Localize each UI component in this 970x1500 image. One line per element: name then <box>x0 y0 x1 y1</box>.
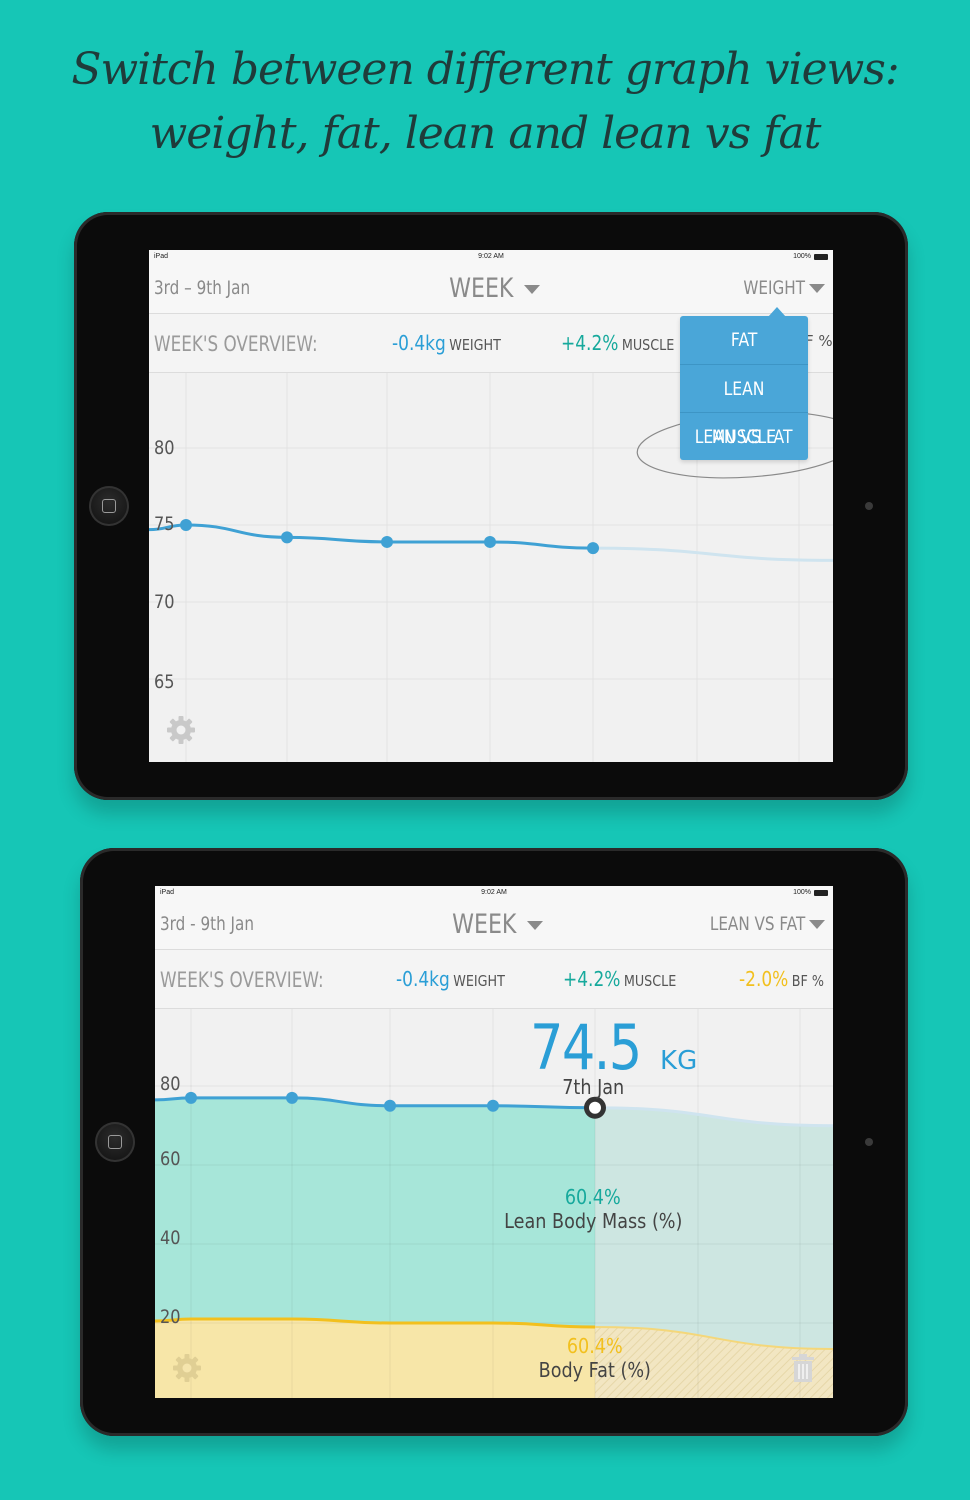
top-bar: 3rd – 9th Jan WEEK WEIGHT <box>149 264 833 314</box>
weight-data-point <box>180 519 192 531</box>
fat-area <box>155 1319 595 1398</box>
chevron-down-icon <box>524 285 541 294</box>
overview-bf-partial: F % <box>805 332 833 350</box>
overview-weight: -0.4kg WEIGHT <box>396 967 505 991</box>
battery-icon <box>814 890 828 896</box>
period-label: WEEK <box>448 273 514 304</box>
dropdown-item-lean-vs-fat[interactable]: LEAN VS FAT <box>680 412 808 460</box>
selected-weight-unit: KG <box>660 1046 698 1076</box>
y-tick-label: 75 <box>154 513 175 535</box>
camera-dot <box>865 1138 873 1146</box>
y-tick-label: 65 <box>154 671 175 693</box>
chevron-down-icon <box>527 921 544 930</box>
selected-data-point-inner <box>589 1101 601 1114</box>
lean-data-point <box>487 1099 499 1112</box>
status-bar: iPad 9:02 AM 100% <box>149 250 833 264</box>
y-tick-label: 70 <box>154 591 175 613</box>
app-screen: iPad 9:02 AM 100% 3rd - 9th Jan WEEK LEA… <box>155 886 833 1398</box>
selected-value-readout: 74.5 KG <box>530 1011 697 1084</box>
view-label: WEIGHT <box>743 277 805 299</box>
home-button[interactable] <box>89 486 129 526</box>
trash-icon[interactable] <box>792 1354 814 1382</box>
weight-data-point <box>587 542 599 555</box>
home-button[interactable] <box>95 1122 135 1162</box>
lean-projection-line <box>594 1106 833 1128</box>
period-selector[interactable]: WEEK <box>155 909 833 940</box>
battery-percent: 100% <box>793 889 811 896</box>
view-label: LEAN VS FAT <box>709 913 805 935</box>
top-bar: 3rd - 9th Jan WEEK LEAN VS FAT <box>155 900 833 950</box>
period-selector[interactable]: WEEK <box>149 273 833 304</box>
weight-series-line <box>149 523 594 550</box>
y-tick-label: 60 <box>160 1148 181 1170</box>
battery-icon <box>814 254 828 260</box>
selected-weight-value: 74.5 <box>530 1011 642 1084</box>
status-bar: iPad 9:02 AM 100% <box>155 886 833 900</box>
weight-projection-line <box>592 546 833 562</box>
graph-view-selector[interactable]: LEAN VS FAT <box>686 913 825 935</box>
fat-area-projection <box>595 1326 833 1398</box>
overview-title: WEEK'S OVERVIEW: <box>154 332 318 356</box>
status-time: 9:02 AM <box>481 889 507 896</box>
carrier-label: iPad <box>154 253 169 260</box>
headline-line-2: weight, fat, lean and lean vs fat <box>149 108 822 159</box>
battery-percent: 100% <box>793 253 811 260</box>
app-screen: iPad 9:02 AM 100% 3rd – 9th Jan WEEK WEI… <box>149 250 833 762</box>
chevron-down-icon <box>809 920 825 929</box>
gear-icon[interactable] <box>171 1352 203 1384</box>
y-tick-label: 40 <box>160 1227 181 1249</box>
date-range[interactable]: 3rd – 9th Jan <box>154 277 251 299</box>
y-tick-label: 20 <box>160 1306 181 1328</box>
dropdown-item-fat[interactable]: FAT <box>730 329 758 351</box>
carrier-label: iPad <box>160 889 175 896</box>
chevron-down-icon <box>809 284 825 293</box>
lean-data-point <box>185 1091 197 1104</box>
ipad-device-weight-view: iPad 9:02 AM 100% 3rd – 9th Jan WEEK WEI… <box>74 212 908 800</box>
ipad-device-lean-vs-fat-view: iPad 9:02 AM 100% 3rd - 9th Jan WEEK LEA… <box>80 848 908 1436</box>
fat-projection-line <box>594 1325 833 1350</box>
period-label: WEEK <box>451 909 517 940</box>
y-tick-label: 80 <box>154 437 175 459</box>
weight-data-point <box>484 535 496 548</box>
lean-area-projection <box>595 1107 833 1398</box>
weight-data-point <box>381 535 393 548</box>
status-time: 9:02 AM <box>478 253 504 260</box>
body-fat-label: 60.4% Body Fat (%) <box>538 1334 652 1382</box>
graph-view-dropdown: FAT LEAN MUSCLE LEAN VS FAT <box>680 307 808 460</box>
overview-title: WEEK'S OVERVIEW: <box>160 968 324 992</box>
lean-data-point <box>286 1091 298 1104</box>
graph-view-selector[interactable]: WEIGHT <box>728 277 825 299</box>
overview-muscle: +4.2% MUSCLE <box>561 331 675 355</box>
lean-vs-fat-chart-svg <box>155 1009 833 1398</box>
gear-icon[interactable] <box>165 714 197 746</box>
lean-data-point <box>384 1099 396 1112</box>
y-tick-label: 80 <box>160 1073 181 1095</box>
fat-series-line <box>155 1317 596 1329</box>
camera-dot <box>865 502 873 510</box>
dropdown-item-lean-muscle[interactable]: LEAN MUSCLE <box>680 364 808 448</box>
overview-bf: -2.0% BF % <box>739 967 824 991</box>
lean-vs-fat-chart[interactable]: 80 60 40 20 74.5 KG 7th Jan 60.4% Lean Bo… <box>155 1009 833 1398</box>
lean-mass-label: 60.4% Lean Body Mass (%) <box>503 1185 683 1233</box>
date-range[interactable]: 3rd - 9th Jan <box>160 913 254 935</box>
weight-data-point <box>281 531 293 544</box>
overview-weight: -0.4kg WEIGHT <box>392 331 501 355</box>
overview-muscle: +4.2% MUSCLE <box>563 967 677 991</box>
headline-line-1: Switch between different graph views: <box>71 44 899 95</box>
week-overview: WEEK'S OVERVIEW: -0.4kg WEIGHT +4.2% MUSCL… <box>155 950 833 1009</box>
selected-date: 7th Jan <box>562 1075 624 1099</box>
